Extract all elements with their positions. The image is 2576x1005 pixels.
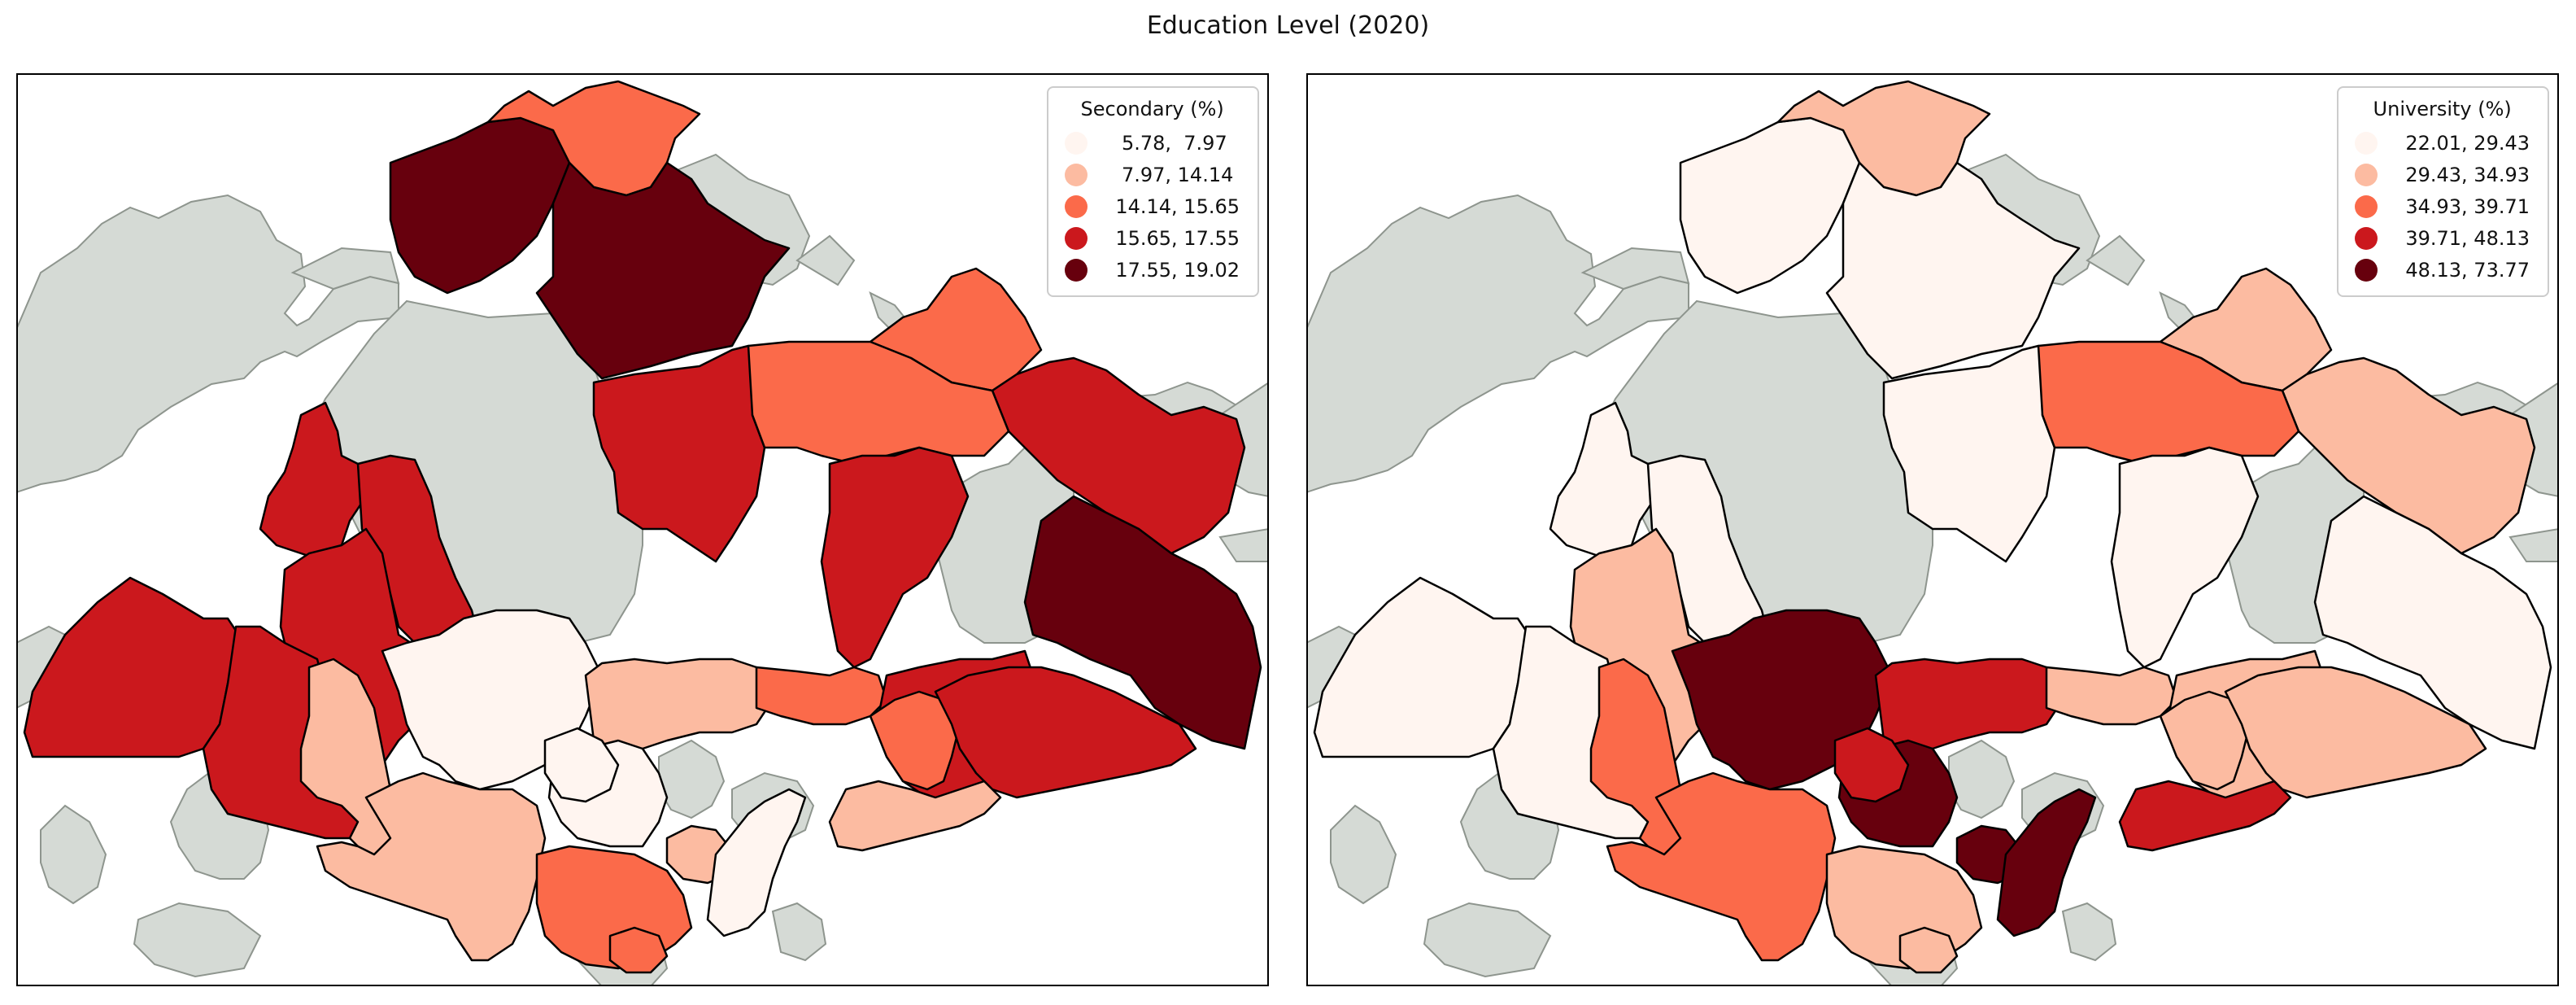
legend-swatch [1065, 163, 1088, 186]
legend-swatch [1065, 194, 1088, 218]
legend-label: 15.65, 17.55 [1115, 226, 1240, 250]
region-north-west-a [1679, 116, 1861, 295]
legend-entry: 39.71, 48.13 [2355, 222, 2530, 254]
region-north-tip [1776, 80, 1991, 197]
secondary-map-panel: Secondary (%) 5.78, 7.97 7.97, 14.14 14.… [16, 73, 1269, 986]
legend-label: 34.93, 39.71 [2405, 194, 2530, 218]
legend-label: 5.78, 7.97 [1115, 131, 1227, 155]
legend-swatch [1065, 258, 1088, 282]
region-south-tip [608, 926, 669, 974]
background-land [40, 804, 107, 905]
region-central-c [755, 666, 888, 726]
region-north-central [1825, 161, 2081, 380]
legend-entry: 17.55, 19.02 [1065, 254, 1240, 286]
region-central-core [543, 727, 620, 803]
legend-swatch [2355, 226, 2378, 250]
map-frame [1306, 73, 2559, 986]
legend-entry: 5.78, 7.97 [1065, 127, 1240, 159]
legend-label: 22.01, 29.43 [2405, 131, 2530, 155]
background-land [2086, 234, 2146, 286]
legend-entry: 29.43, 34.93 [2355, 159, 2530, 190]
region-south-f [706, 788, 807, 937]
legend-swatch [2355, 163, 2378, 186]
legend-entry: 48.13, 73.77 [2355, 254, 2530, 286]
region-north-tip [486, 80, 701, 197]
legend-entry: 22.01, 29.43 [2355, 127, 2530, 159]
region-north-west-a [389, 116, 571, 295]
university-legend: University (%) 22.01, 29.43 29.43, 34.93… [2337, 86, 2549, 297]
background-land [2508, 527, 2559, 562]
university-map-panel: University (%) 22.01, 29.43 29.43, 34.93… [1306, 73, 2559, 986]
region-central-c [2045, 666, 2178, 726]
region-north-central [535, 161, 791, 380]
background-land [133, 902, 262, 978]
region-south-east [828, 780, 1002, 852]
region-central-north-b [2037, 340, 2300, 465]
legend-label: 48.13, 73.77 [2405, 258, 2530, 282]
background-land [1218, 527, 1269, 562]
map-frame [16, 73, 1269, 986]
region-east-far [2313, 495, 2552, 750]
region-central-north-a [592, 344, 766, 563]
background-land [1423, 902, 1552, 978]
legend-title: University (%) [2373, 98, 2512, 120]
region-south-mid [1606, 771, 1837, 962]
region-east-lower [2224, 666, 2487, 799]
legend-entry: 7.97, 14.14 [1065, 159, 1240, 190]
background-land [1580, 247, 1690, 291]
background-land [771, 902, 827, 962]
legend-entry: 14.14, 15.65 [1065, 190, 1240, 222]
legend-label: 29.43, 34.93 [2405, 163, 2530, 186]
region-south-east [2118, 780, 2292, 852]
region-south-mid [316, 771, 547, 962]
region-south-f [1996, 788, 2097, 937]
background-land [795, 234, 856, 286]
region-east-far [1023, 495, 1262, 750]
legend-label: 39.71, 48.13 [2405, 226, 2530, 250]
region-central-north-c [2110, 446, 2260, 669]
background-land [290, 247, 400, 291]
region-central-north-b [747, 340, 1010, 465]
legend-swatch [2355, 258, 2378, 282]
region-east-mid [869, 690, 961, 791]
secondary-legend: Secondary (%) 5.78, 7.97 7.97, 14.14 14.… [1047, 86, 1259, 297]
legend-swatch [2355, 194, 2378, 218]
legend-label: 7.97, 14.14 [1115, 163, 1234, 186]
background-land [1330, 804, 1397, 905]
figure-title: Education Level (2020) [1146, 11, 1430, 40]
legend-entry: 15.65, 17.55 [1065, 222, 1240, 254]
region-south-tip [1898, 926, 1959, 974]
region-central-north-a [1882, 344, 2056, 563]
legend-swatch [1065, 226, 1088, 250]
region-east-mid [2159, 690, 2251, 791]
legend-swatch [2355, 131, 2378, 155]
legend-label: 17.55, 19.02 [1115, 258, 1240, 282]
background-land [2061, 902, 2117, 962]
region-east-upper [991, 356, 1246, 555]
region-central-core [1833, 727, 1910, 803]
legend-label: 14.14, 15.65 [1115, 194, 1240, 218]
legend-swatch [1065, 131, 1088, 155]
region-east-lower [934, 666, 1197, 799]
region-central-north-c [820, 446, 970, 669]
legend-title: Secondary (%) [1080, 98, 1224, 120]
region-east-upper [2281, 356, 2536, 555]
legend-entry: 34.93, 39.71 [2355, 190, 2530, 222]
